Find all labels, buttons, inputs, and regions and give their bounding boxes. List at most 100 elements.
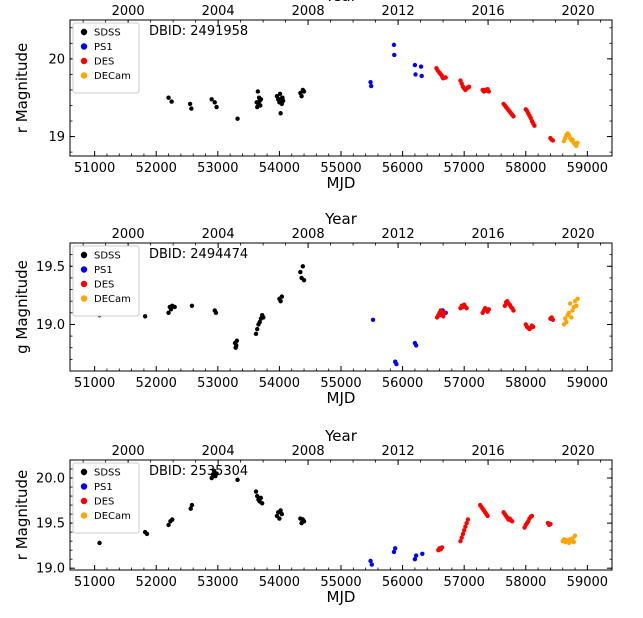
top-axis-title: Year xyxy=(324,0,358,5)
data-point xyxy=(529,513,535,519)
data-point xyxy=(188,506,193,511)
data-point xyxy=(574,303,579,309)
legend-label: SDSS xyxy=(94,468,121,479)
data-point xyxy=(258,103,263,108)
data-point xyxy=(278,508,283,513)
data-point xyxy=(392,52,397,58)
data-point xyxy=(459,535,464,540)
top-tick-label: 2000 xyxy=(112,227,145,242)
plot-frame xyxy=(69,19,613,157)
data-point xyxy=(511,308,516,313)
x-tick-label: 51000 xyxy=(74,161,115,176)
data-point xyxy=(300,264,306,269)
data-point xyxy=(391,549,397,555)
data-point xyxy=(413,553,419,558)
data-point xyxy=(566,310,572,316)
data-point xyxy=(142,314,148,319)
data-point xyxy=(97,540,102,546)
x-tick-label: 58000 xyxy=(505,575,546,590)
data-point xyxy=(412,556,418,562)
data-point xyxy=(301,89,307,94)
data-point xyxy=(564,319,569,325)
x-tick-label: 56000 xyxy=(382,575,423,590)
legend-label: PS1 xyxy=(94,42,113,53)
top-tick-label: 2016 xyxy=(472,444,505,459)
data-point xyxy=(486,307,492,312)
data-point xyxy=(277,516,282,521)
top-tick-label: 2000 xyxy=(112,444,145,459)
data-point xyxy=(253,489,259,494)
x-tick-label: 57000 xyxy=(444,575,485,590)
data-point xyxy=(370,317,376,322)
data-point xyxy=(255,326,260,332)
dbid-annotation: DBID: 2535304 xyxy=(149,464,248,479)
data-point xyxy=(209,97,214,102)
data-point xyxy=(571,539,577,545)
data-point xyxy=(187,101,193,107)
data-point xyxy=(511,114,516,119)
x-axis-title: MJD xyxy=(327,174,356,192)
plot-frame xyxy=(69,242,613,372)
data-point xyxy=(391,42,397,48)
x-tick-label: 55000 xyxy=(320,376,361,391)
legend: SDSS PS1 DES DECam xyxy=(72,22,140,94)
x-tick-label: 58000 xyxy=(505,161,546,176)
top-tick-label: 2008 xyxy=(292,227,325,242)
data-point xyxy=(412,62,418,68)
data-point xyxy=(212,100,217,105)
data-point xyxy=(298,269,303,275)
legend-box xyxy=(72,462,140,534)
y-tick-label: 19.5 xyxy=(36,517,65,532)
top-tick-label: 2004 xyxy=(202,4,235,19)
legend-marker xyxy=(80,266,88,273)
data-point xyxy=(214,471,219,476)
y-tick-label: 19.5 xyxy=(36,260,65,275)
x-tick-label: 59000 xyxy=(567,575,608,590)
y-tick-label: 19.0 xyxy=(36,562,65,577)
x-tick-label: 54000 xyxy=(259,575,300,590)
data-point xyxy=(168,307,174,312)
series-decam xyxy=(560,533,578,546)
legend-marker xyxy=(80,483,88,490)
x-tick-label: 57000 xyxy=(444,376,485,391)
data-point xyxy=(169,99,174,104)
legend-marker xyxy=(80,251,88,259)
series-ps1 xyxy=(368,546,425,567)
legend: SDSS PS1 DES DECam xyxy=(72,245,140,317)
data-point xyxy=(458,538,463,544)
data-point xyxy=(144,531,150,537)
data-point xyxy=(465,517,471,522)
series-sdss xyxy=(97,86,307,121)
data-point xyxy=(279,511,285,517)
dbid-annotation: DBID: 2491958 xyxy=(149,24,248,39)
data-point xyxy=(439,545,445,550)
data-point xyxy=(485,513,490,519)
data-point xyxy=(301,519,307,524)
data-point xyxy=(532,123,537,128)
series-decam xyxy=(561,296,580,327)
data-point xyxy=(261,315,266,320)
legend-label: DECam xyxy=(94,511,131,522)
data-point xyxy=(550,317,556,322)
x-tick-label: 56000 xyxy=(382,161,423,176)
data-point xyxy=(234,343,239,348)
x-tick-label: 53000 xyxy=(197,376,238,391)
top-tick-label: 2008 xyxy=(292,444,325,459)
series-des xyxy=(434,65,556,143)
data-point xyxy=(369,562,374,567)
legend-box xyxy=(72,22,140,94)
y-axis-title: r Magnitude xyxy=(13,470,31,560)
data-point xyxy=(279,294,285,299)
data-point xyxy=(172,304,177,310)
x-tick-label: 52000 xyxy=(136,161,177,176)
legend-label: SDSS xyxy=(94,251,121,262)
panel-3: 51000 52000 53000 54000 55000 56000 57000 58000… xyxy=(13,427,613,606)
legend: SDSS PS1 DES DECam xyxy=(72,462,140,534)
data-point xyxy=(443,75,448,80)
data-point xyxy=(255,493,260,499)
data-point xyxy=(420,551,425,556)
x-tick-label: 59000 xyxy=(567,161,608,176)
data-point xyxy=(209,475,214,481)
